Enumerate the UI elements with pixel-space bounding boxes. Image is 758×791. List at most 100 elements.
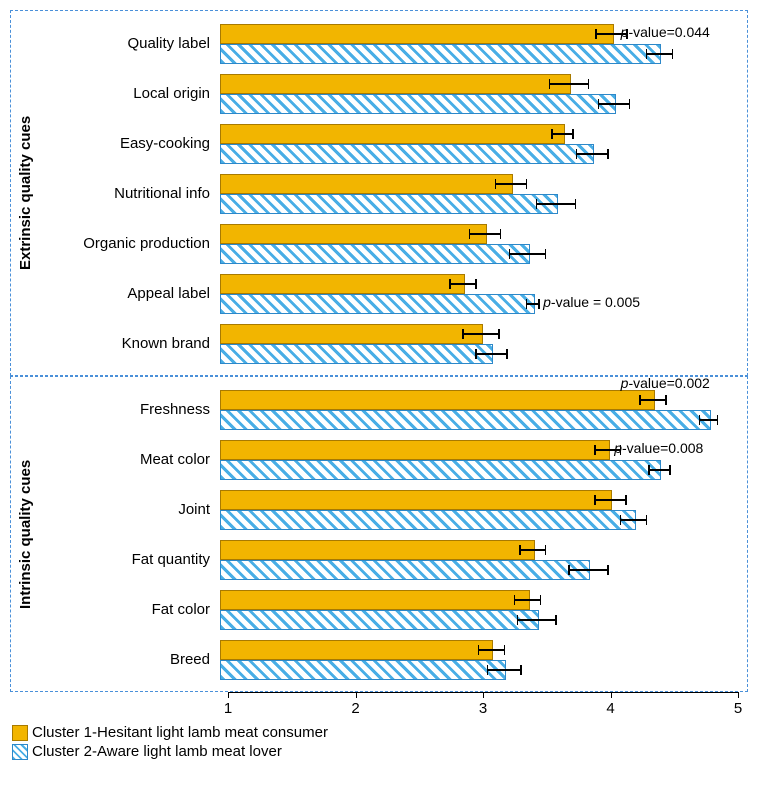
error-cap xyxy=(462,329,464,339)
bar-cluster-1 xyxy=(220,24,614,44)
error-cap xyxy=(555,615,557,625)
tick-label: 1 xyxy=(224,700,232,717)
category-label: Joint xyxy=(40,501,220,518)
bar-cluster-2 xyxy=(220,510,636,530)
bar-cluster-2 xyxy=(220,560,590,580)
error-bar xyxy=(550,83,589,85)
error-bar xyxy=(640,399,666,401)
error-cap xyxy=(478,645,480,655)
category-row: Meat colorp-value=0.008 xyxy=(40,439,737,479)
bar-cluster-2 xyxy=(220,44,661,64)
category-row: Organic production xyxy=(40,223,737,263)
p-value-annotation: p-value=0.044 xyxy=(621,24,710,40)
legend-label: Cluster 1-Hesitant light lamb meat consu… xyxy=(32,724,328,741)
category-label: Meat color xyxy=(40,451,220,468)
bar-cluster-1 xyxy=(220,440,610,460)
error-cap xyxy=(620,515,622,525)
error-cap xyxy=(498,329,500,339)
error-cap xyxy=(549,79,551,89)
error-cap xyxy=(487,665,489,675)
panel-title: Intrinsic quality cues xyxy=(11,377,40,691)
error-cap xyxy=(568,565,570,575)
bar-cluster-1 xyxy=(220,540,535,560)
bars-area: p-value=0.002 xyxy=(220,389,737,429)
tick-label: 2 xyxy=(351,700,359,717)
error-cap xyxy=(672,49,674,59)
category-label: Breed xyxy=(40,651,220,668)
legend-label: Cluster 2-Aware light lamb meat lover xyxy=(32,743,282,760)
bars-area xyxy=(220,323,737,363)
legend-item: Cluster 2-Aware light lamb meat lover xyxy=(12,743,748,760)
error-bar xyxy=(479,649,505,651)
error-cap xyxy=(536,199,538,209)
category-row: Fat quantity xyxy=(40,539,737,579)
error-bar xyxy=(520,549,546,551)
error-cap xyxy=(545,545,547,555)
error-cap xyxy=(500,229,502,239)
bar-cluster-1 xyxy=(220,490,612,510)
category-label: Appeal label xyxy=(40,285,220,302)
bar-cluster-2 xyxy=(220,410,711,430)
error-cap xyxy=(526,179,528,189)
category-label: Local origin xyxy=(40,85,220,102)
bars-area xyxy=(220,489,737,529)
bar-cluster-1 xyxy=(220,124,565,144)
bar-cluster-1 xyxy=(220,174,513,194)
error-bar xyxy=(510,253,546,255)
bars-area xyxy=(220,539,737,579)
error-cap xyxy=(506,349,508,359)
error-cap xyxy=(520,665,522,675)
legend-item: Cluster 1-Hesitant light lamb meat consu… xyxy=(12,724,748,741)
error-cap xyxy=(665,395,667,405)
error-bar xyxy=(526,303,539,305)
category-label: Nutritional info xyxy=(40,185,220,202)
error-cap xyxy=(575,199,577,209)
p-value-annotation: p-value=0.002 xyxy=(621,375,710,391)
error-cap xyxy=(669,465,671,475)
error-cap xyxy=(545,249,547,259)
panel-body: Quality labelp-value=0.044Local originEa… xyxy=(40,11,747,375)
error-bar xyxy=(476,353,507,355)
legend-swatch xyxy=(12,744,28,760)
error-bar xyxy=(495,183,526,185)
tick xyxy=(483,692,484,698)
error-bar xyxy=(569,569,608,571)
error-bar xyxy=(552,133,573,135)
error-cap xyxy=(607,565,609,575)
bars-area: p-value=0.044 xyxy=(220,23,737,63)
panel-title: Extrinsic quality cues xyxy=(11,11,40,375)
error-cap xyxy=(576,149,578,159)
bar-cluster-1 xyxy=(220,590,530,610)
bar-cluster-2 xyxy=(220,660,506,680)
error-cap xyxy=(625,495,627,505)
category-row: Breed xyxy=(40,639,737,679)
category-label: Easy-cooking xyxy=(40,135,220,152)
tick-label: 5 xyxy=(734,700,742,717)
tick xyxy=(228,692,229,698)
category-row: Fat color xyxy=(40,589,737,629)
error-cap xyxy=(607,149,609,159)
category-label: Freshness xyxy=(40,401,220,418)
bar-cluster-2 xyxy=(220,144,594,164)
x-axis: 12345 xyxy=(228,692,738,720)
error-bar xyxy=(599,103,630,105)
legend: Cluster 1-Hesitant light lamb meat consu… xyxy=(10,724,748,760)
error-bar xyxy=(450,283,476,285)
category-row: Local origin xyxy=(40,73,737,113)
tick xyxy=(738,692,739,698)
bar-cluster-2 xyxy=(220,244,530,264)
bar-cluster-2 xyxy=(220,294,535,314)
error-cap xyxy=(509,249,511,259)
category-row: Easy-cooking xyxy=(40,123,737,163)
tick xyxy=(611,692,612,698)
bar-cluster-2 xyxy=(220,610,539,630)
error-bar xyxy=(488,669,522,671)
error-cap xyxy=(639,395,641,405)
error-bar xyxy=(577,153,608,155)
error-cap xyxy=(699,415,701,425)
bars-area: p-value=0.008 xyxy=(220,439,737,479)
error-cap xyxy=(572,129,574,139)
error-bar xyxy=(700,419,718,421)
error-cap xyxy=(517,615,519,625)
bar-cluster-2 xyxy=(220,344,493,364)
